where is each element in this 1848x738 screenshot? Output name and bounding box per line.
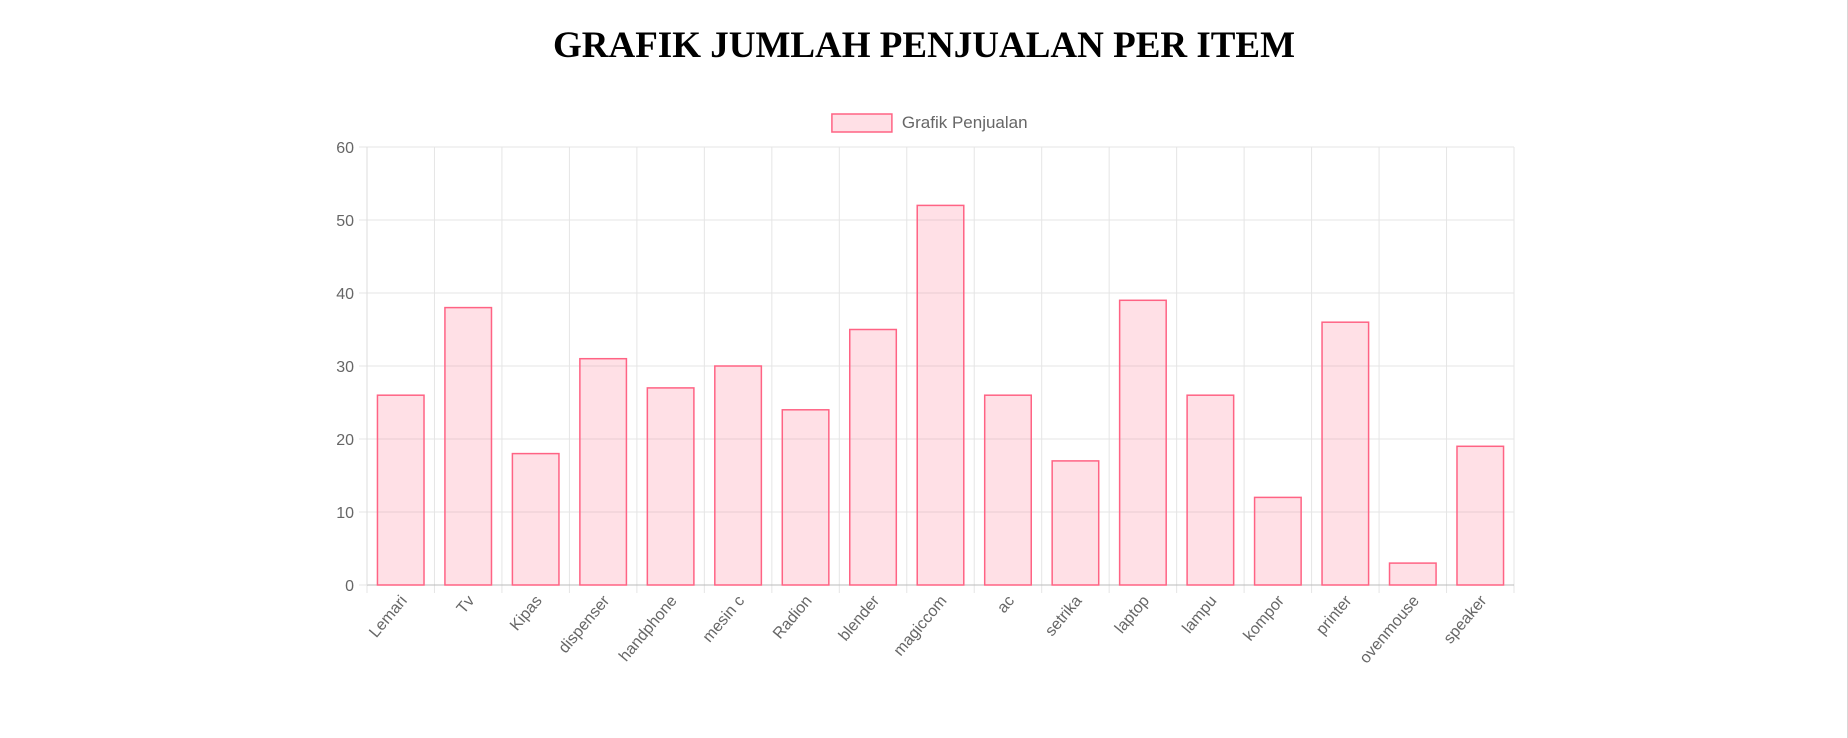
x-tick-label: Radion xyxy=(770,593,816,643)
x-axis-tick-labels: Lemari Tv Kipas dispenser handphone mesin c Ra… xyxy=(366,592,1490,667)
x-tick-label: blender xyxy=(836,592,884,644)
x-tick-label: laptop xyxy=(1112,593,1153,637)
bar-speaker[interactable] xyxy=(1456,445,1505,586)
x-tick-label: ac xyxy=(994,593,1018,617)
legend-label[interactable]: Grafik Penjualan xyxy=(902,113,1028,132)
bars xyxy=(376,204,1505,586)
y-tick-label: 0 xyxy=(345,578,354,595)
x-tick-label: speaker xyxy=(1441,592,1491,647)
y-tick-label: 40 xyxy=(336,286,354,303)
x-tick-label: mesin c xyxy=(700,593,748,646)
bar-lampu[interactable] xyxy=(1186,394,1235,586)
y-tick-label: 20 xyxy=(336,432,354,449)
y-axis-tick-labels: 0 10 20 30 40 50 60 xyxy=(336,140,354,595)
bar-setrika[interactable] xyxy=(1051,460,1100,586)
bar-ac[interactable] xyxy=(983,394,1032,586)
x-tick-label: Tv xyxy=(454,593,478,618)
bar-radion[interactable] xyxy=(781,409,830,586)
bar-dispenser[interactable] xyxy=(579,357,628,586)
bar-kompor[interactable] xyxy=(1253,496,1302,586)
legend[interactable]: Grafik Penjualan xyxy=(831,113,1028,133)
x-tick-label: dispenser xyxy=(556,592,614,657)
page-title: GRAFIK JUMLAH PENJUALAN PER ITEM xyxy=(552,25,1296,66)
bar-tv[interactable] xyxy=(444,306,493,586)
bar-blender[interactable] xyxy=(849,328,898,586)
bar-kipas[interactable] xyxy=(511,452,560,586)
y-tick-label: 30 xyxy=(336,359,354,376)
bar-printer[interactable] xyxy=(1321,321,1370,586)
x-tick-label: kompor xyxy=(1241,592,1289,644)
x-tick-label: Kipas xyxy=(507,593,546,635)
bar-laptop[interactable] xyxy=(1118,299,1167,586)
bar-lemari[interactable] xyxy=(376,394,425,586)
bar-magiccom[interactable] xyxy=(916,204,965,586)
y-tick-label: 10 xyxy=(336,505,354,522)
x-tick-label: printer xyxy=(1313,592,1356,638)
y-tick-label: 50 xyxy=(336,213,354,230)
x-tick-label: handphone xyxy=(616,593,681,665)
bar-mesin-c[interactable] xyxy=(714,365,763,586)
x-tick-label: lampu xyxy=(1179,593,1220,637)
x-tick-label: ovenmouse xyxy=(1357,593,1423,667)
x-tick-label: setrika xyxy=(1042,593,1085,640)
bar-ovenmouse[interactable] xyxy=(1388,562,1437,586)
y-tick-label: 60 xyxy=(336,140,354,157)
x-tick-label: magiccom xyxy=(891,593,951,660)
bar-handphone[interactable] xyxy=(646,387,695,586)
x-tick-label: Lemari xyxy=(366,593,410,641)
legend-swatch[interactable] xyxy=(831,113,893,133)
